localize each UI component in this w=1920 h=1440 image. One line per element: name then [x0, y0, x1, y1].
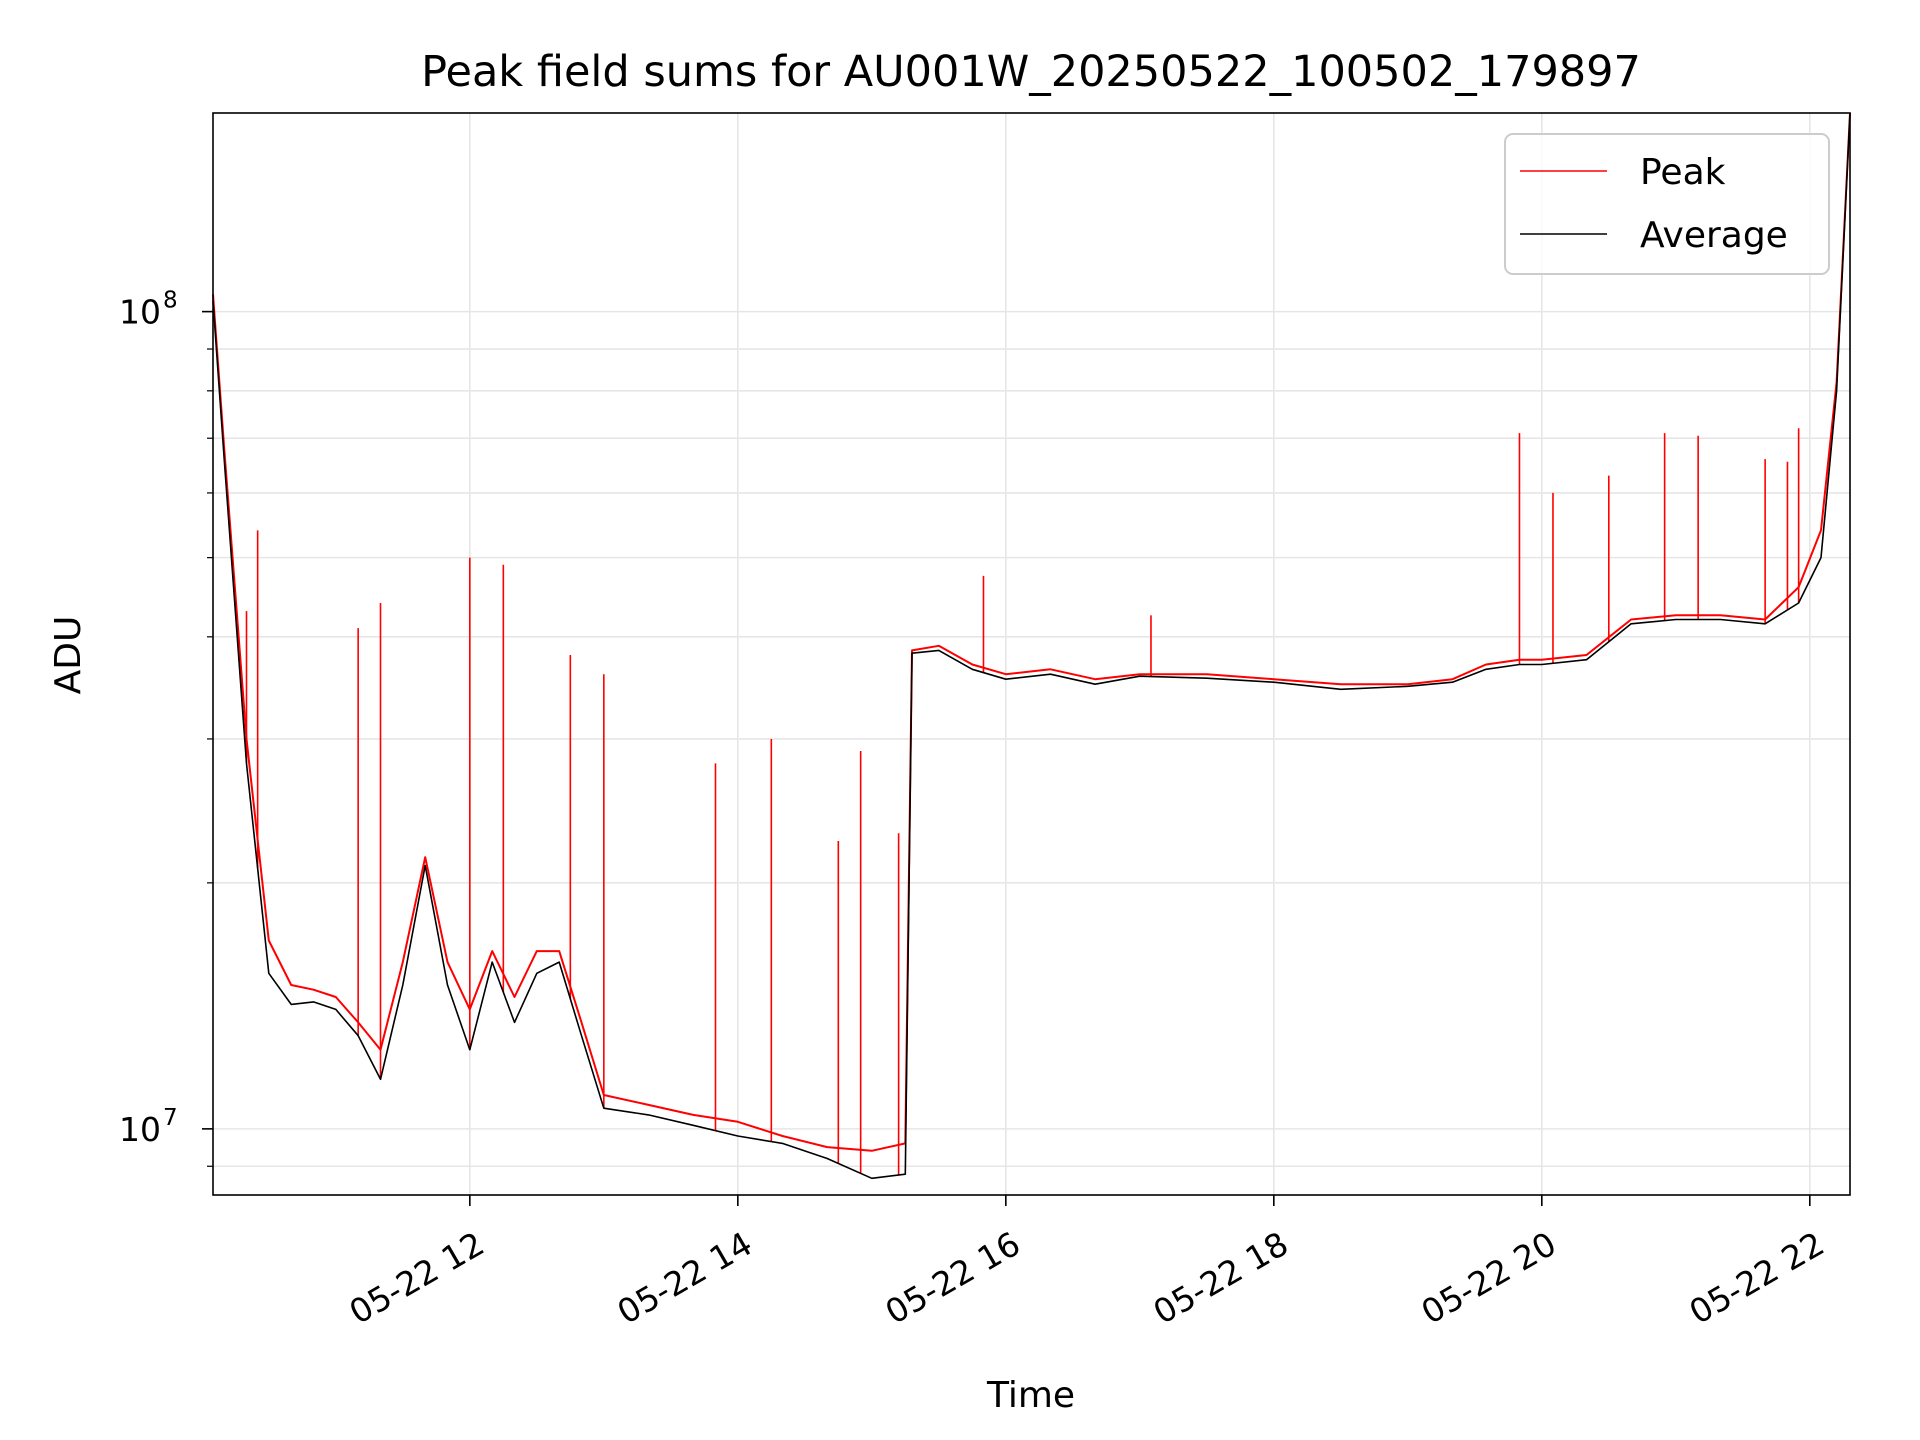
plot-frame	[212, 112, 1851, 1196]
series-line-peak	[212, 112, 1851, 1152]
chart-title: Peak field sums for AU001W_20250522_1005…	[421, 47, 1641, 97]
legend-box	[1504, 133, 1830, 275]
y-tick-label-base: 10	[119, 1110, 161, 1149]
plot-area	[213, 113, 1850, 1195]
x-axis-label: Time	[986, 1375, 1075, 1416]
legend-average-label: Average	[1640, 215, 1788, 256]
series-layer	[212, 112, 1851, 1180]
y-tick-label-base: 10	[119, 293, 161, 332]
y-tick-label-exponent: 7	[163, 1105, 178, 1131]
legend: Peak Average	[1504, 133, 1830, 275]
series-line-average	[212, 112, 1851, 1180]
y-axis-label: ADU	[48, 616, 89, 695]
legend-peak-label: Peak	[1640, 152, 1726, 193]
grid-layer	[213, 113, 1850, 1195]
y-tick-label-exponent: 8	[163, 288, 178, 314]
